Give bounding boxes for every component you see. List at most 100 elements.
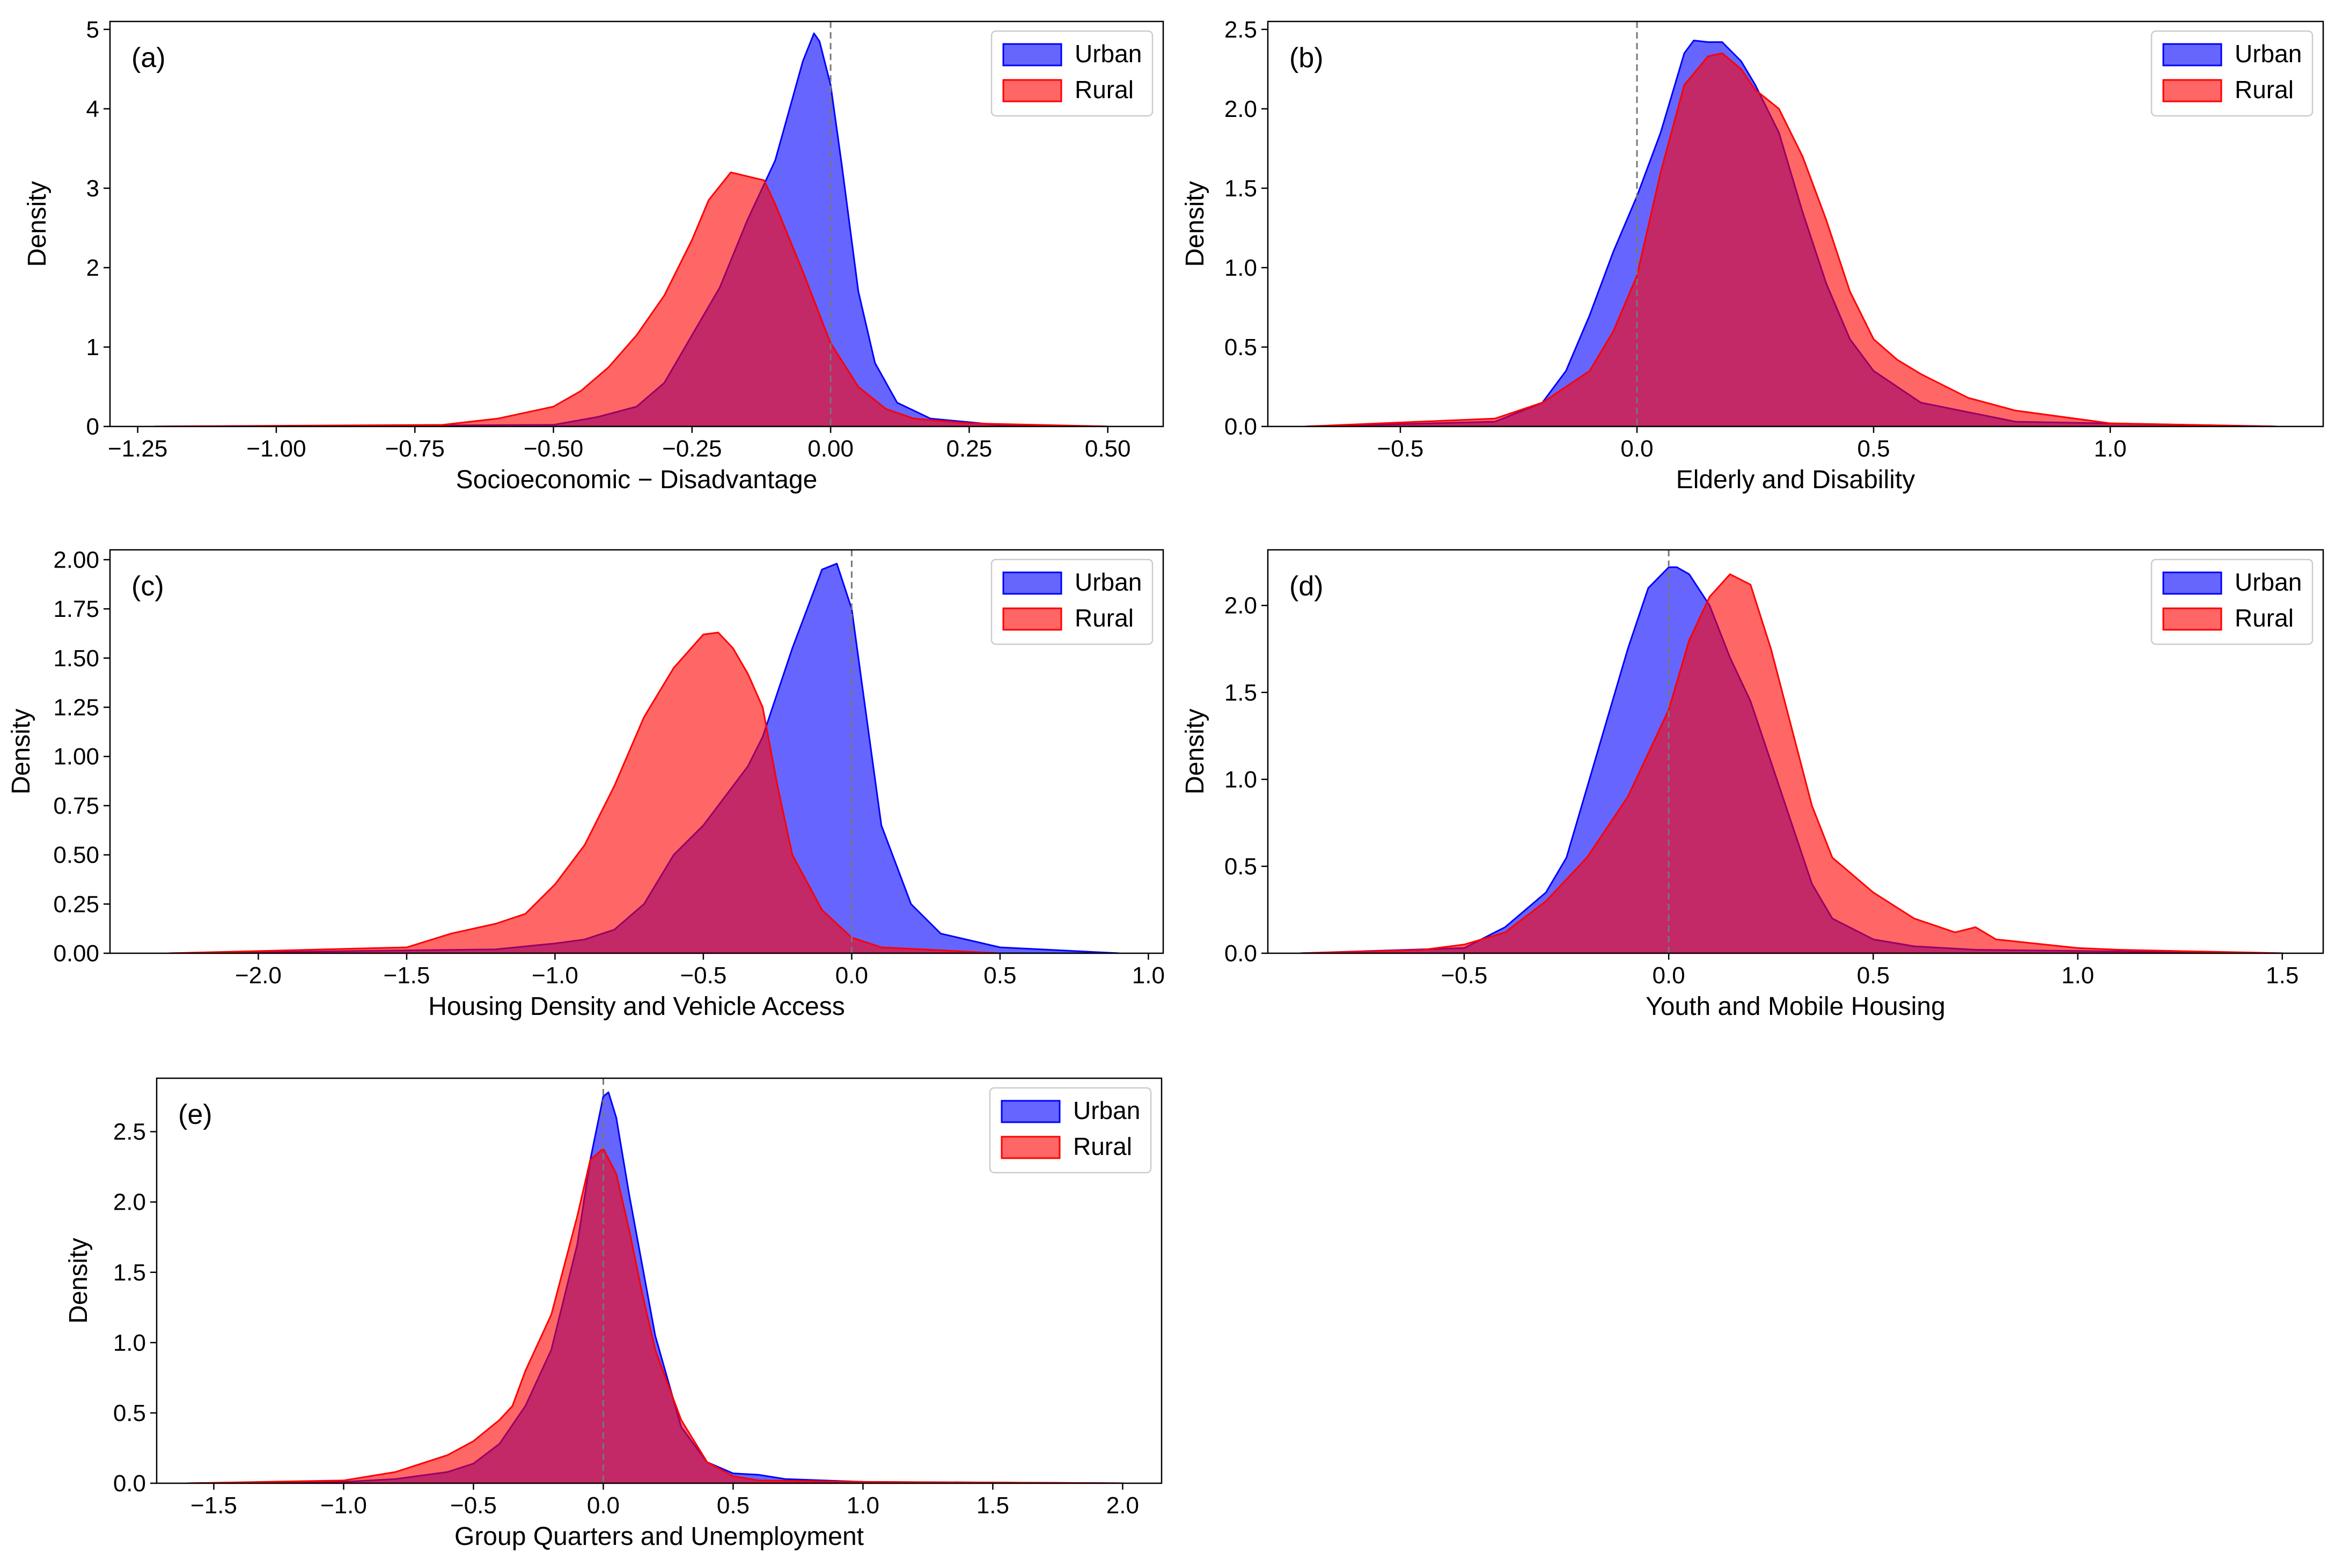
y-tick-label: 1.5 xyxy=(113,1260,146,1286)
panel-b: −0.5 0.0 0.5 1.0 0.0 0.5 1.0 1.5 2.0 2.5 Elderly a… xyxy=(1181,17,2324,494)
y-tick-label: 0.5 xyxy=(113,1400,146,1426)
rural-legend-swatch xyxy=(2162,607,2222,631)
x-tick-label: 1.0 xyxy=(847,1492,879,1519)
plot-frame xyxy=(156,1077,1163,1484)
x-axis-label: Housing Density and Vehicle Access xyxy=(428,992,845,1021)
y-tick-label: 0.75 xyxy=(53,793,99,819)
rural-legend-label: Rural xyxy=(2235,76,2294,104)
urban-legend-swatch xyxy=(1002,571,1062,595)
x-tick-label: 1.0 xyxy=(2094,436,2126,462)
x-tick-label: −1.5 xyxy=(190,1492,237,1519)
density-areas xyxy=(1305,40,2277,426)
y-axis-label: Density xyxy=(1181,709,1209,794)
panel-label: (c) xyxy=(131,571,164,602)
x-tick-label: −0.50 xyxy=(524,436,583,462)
rural-density-area xyxy=(1299,573,2283,953)
x-tick-label: −1.5 xyxy=(384,962,430,989)
y-tick-label: 1.75 xyxy=(53,596,99,622)
x-tick-label: −2.0 xyxy=(235,962,282,989)
y-axis-label: Density xyxy=(23,181,52,267)
y-axis-label: Density xyxy=(64,1238,93,1323)
y-tick-label: 1.0 xyxy=(1224,767,1257,793)
density-areas xyxy=(153,32,1109,426)
y-axis-label: Density xyxy=(1181,181,1209,267)
y-tick-label: 2.0 xyxy=(1224,96,1257,122)
panel-label: (b) xyxy=(1289,42,1324,73)
urban-legend-swatch xyxy=(2162,571,2222,595)
y-tick-label: 1 xyxy=(86,334,99,360)
rural-legend-label: Rural xyxy=(2235,604,2294,632)
y-tick-label: 0.0 xyxy=(1224,940,1257,967)
rural-legend-label: Rural xyxy=(1075,604,1134,632)
y-tick-label: 5 xyxy=(86,17,99,43)
x-tick-label: 0.0 xyxy=(1620,436,1653,462)
y-tick-label: 2.0 xyxy=(1224,593,1257,619)
rural-legend-swatch xyxy=(1002,607,1062,631)
x-tick-label: −0.5 xyxy=(1377,436,1424,462)
rural-legend-label: Rural xyxy=(1075,76,1134,104)
y-tick-label: 1.0 xyxy=(113,1330,146,1356)
y-tick-label: 0.5 xyxy=(1224,334,1257,360)
x-tick-label: −0.75 xyxy=(385,436,445,462)
y-tick-label: 2 xyxy=(86,255,99,281)
x-tick-label: −1.0 xyxy=(532,962,578,989)
legend: Urban Rural xyxy=(989,1087,1152,1174)
legend: Urban Rural xyxy=(990,30,1154,117)
density-areas xyxy=(1299,566,2283,953)
plot-frame xyxy=(1267,549,2324,954)
legend: Urban Rural xyxy=(2150,30,2314,117)
x-axis-label: Youth and Mobile Housing xyxy=(1646,992,1945,1021)
y-tick-label: 0.0 xyxy=(113,1470,146,1497)
x-axis-label: Socioeconomic − Disadvantage xyxy=(456,466,818,494)
rural-legend-swatch xyxy=(1001,1136,1061,1159)
urban-legend-swatch xyxy=(1002,43,1062,67)
y-tick-label: 0.50 xyxy=(53,842,99,868)
x-tick-label: 1.5 xyxy=(976,1492,1009,1519)
rural-density-area xyxy=(1305,52,2277,426)
x-tick-label: 0.5 xyxy=(983,962,1016,989)
x-tick-label: 0.5 xyxy=(1857,962,1890,989)
panel-label: (a) xyxy=(131,42,166,73)
rural-legend-swatch xyxy=(2162,79,2222,102)
x-tick-label: −0.5 xyxy=(1441,962,1488,989)
x-tick-label: 0.00 xyxy=(807,436,854,462)
y-tick-label: 0.25 xyxy=(53,891,99,917)
y-tick-label: 2.5 xyxy=(1224,17,1257,43)
panel-c: −2.0 −1.5 −1.0 −0.5 0.0 0.5 1.0 0.00 0.25 0.50 0.7… xyxy=(7,547,1165,1021)
y-tick-label: 0.00 xyxy=(53,940,99,967)
x-tick-label: 2.0 xyxy=(1106,1492,1139,1519)
x-tick-label: −0.25 xyxy=(662,436,722,462)
y-tick-label: 1.0 xyxy=(1224,255,1257,281)
panel-d: −0.5 0.0 0.5 1.0 1.5 0.0 0.5 1.0 1.5 2.0 Youth and… xyxy=(1181,549,2324,1021)
plot-frame xyxy=(109,20,1164,428)
y-tick-label: 0.5 xyxy=(1224,853,1257,880)
urban-legend-label: Urban xyxy=(1075,40,1142,68)
x-tick-label: 0.5 xyxy=(1857,436,1890,462)
y-tick-label: 2.5 xyxy=(113,1119,146,1145)
y-tick-label: 1.00 xyxy=(53,743,99,770)
x-tick-label: −1.00 xyxy=(246,436,306,462)
urban-legend-label: Urban xyxy=(2235,40,2302,68)
urban-legend-label: Urban xyxy=(1073,1096,1140,1124)
x-tick-label: 0.50 xyxy=(1085,436,1131,462)
panel-label: (e) xyxy=(178,1099,212,1130)
y-tick-label: 0.0 xyxy=(1224,414,1257,440)
y-tick-label: 2.00 xyxy=(53,547,99,573)
rural-density-area xyxy=(168,631,1001,953)
y-tick-label: 3 xyxy=(86,175,99,202)
x-tick-label: 1.0 xyxy=(2061,962,2094,989)
urban-legend-label: Urban xyxy=(2235,568,2302,596)
x-tick-label: 1.5 xyxy=(2266,962,2299,989)
x-tick-label: −1.25 xyxy=(108,436,167,462)
x-tick-label: 0.0 xyxy=(835,962,868,989)
panel-e: −1.5 −1.0 −0.5 0.0 0.5 1.0 1.5 2.0 0.0 0.5 1.0 1.5 2… xyxy=(64,1077,1163,1551)
urban-legend-swatch xyxy=(2162,43,2222,67)
rural-legend-label: Rural xyxy=(1073,1132,1132,1160)
panel-label: (d) xyxy=(1289,571,1324,602)
x-tick-label: −0.5 xyxy=(450,1492,497,1519)
x-tick-label: −0.5 xyxy=(680,962,726,989)
y-tick-label: 0 xyxy=(86,414,99,440)
x-tick-label: 1.0 xyxy=(1132,962,1165,989)
urban-legend-swatch xyxy=(1001,1100,1061,1123)
